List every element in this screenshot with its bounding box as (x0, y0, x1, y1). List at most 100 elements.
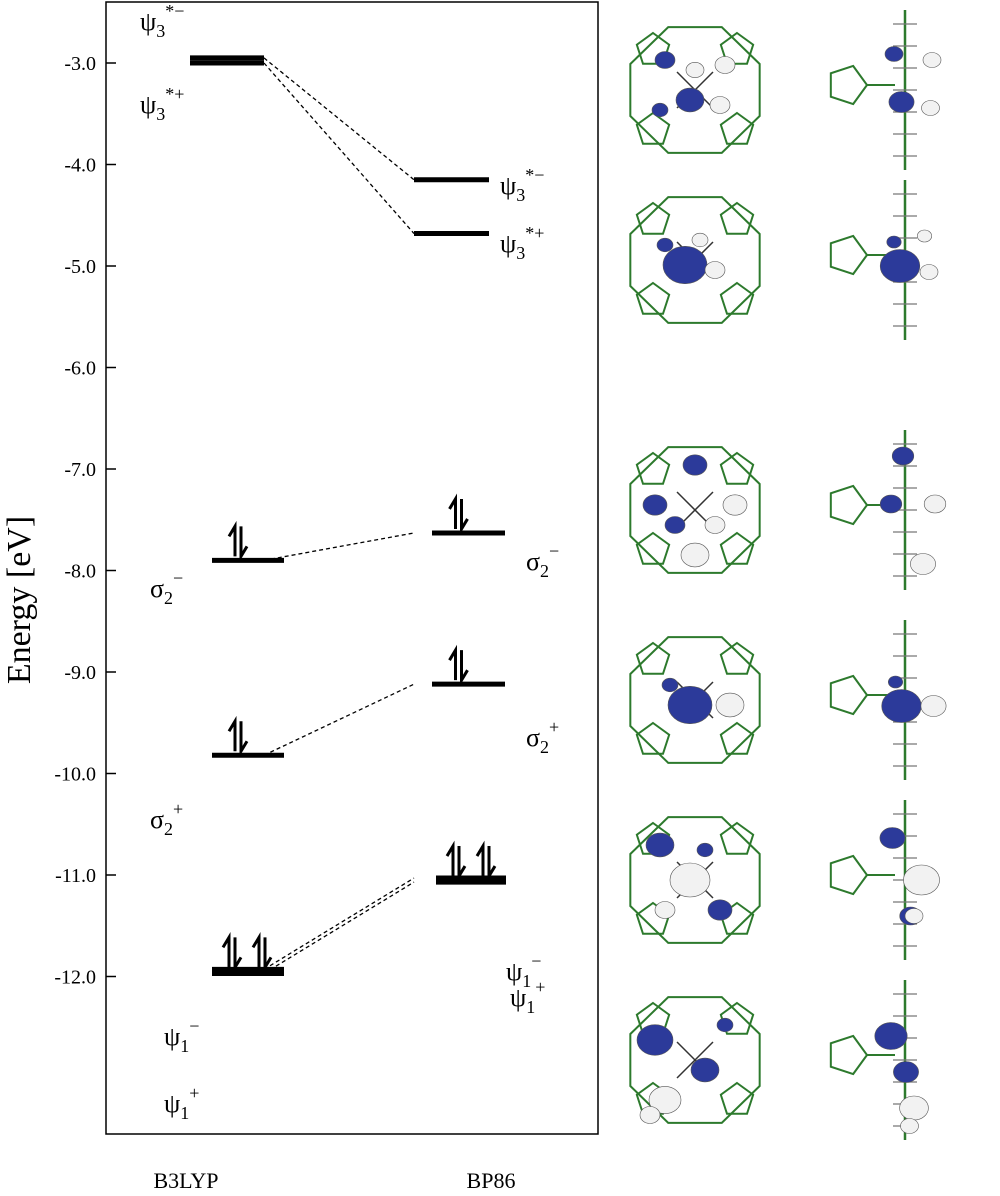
imidazole-ring (829, 484, 869, 526)
orbital-top-view (629, 816, 761, 944)
orbital-image-row-1 (629, 10, 942, 170)
orbital-image-row-5 (629, 800, 940, 960)
orbital-superscript: + (535, 977, 545, 997)
electron-arrows (221, 493, 497, 973)
pyrrole-ring (719, 31, 755, 65)
orbital-pictures (629, 10, 947, 1140)
correlation-lines (263, 57, 415, 975)
spin-up-arrow (475, 840, 485, 877)
pyrrole-ring (719, 201, 755, 235)
orbital-lobe (691, 232, 709, 248)
macrocycle-ring (629, 816, 761, 944)
orbital-lobe (893, 1061, 919, 1083)
orbital-lobe (920, 695, 947, 717)
orbital-label-bp86-sigma2-minus: σ2− (526, 541, 559, 581)
y-tick-label: -12.0 (54, 967, 96, 989)
pyrrole-ring (719, 721, 755, 755)
orbital-lobe (715, 692, 745, 718)
orbital-superscript: *− (525, 165, 544, 185)
y-tick-label: -6.0 (64, 358, 96, 380)
pyrrole-ring (635, 641, 671, 675)
orbital-labels: ψ3*−ψ3*+σ2−σ2+ψ1−ψ1+ψ3*−ψ3*+σ2−σ2+ψ1−ψ1+ (140, 1, 559, 1123)
imidazole-ring (829, 674, 869, 716)
orbital-lobe (680, 542, 710, 568)
orbital-lobe (654, 51, 676, 69)
orbital-lobe (923, 494, 947, 514)
orbital-label-b3lyp-psi3-minus: ψ3*− (140, 1, 184, 41)
correlation-line-psi3-minus (263, 57, 415, 181)
y-tick-label: -4.0 (64, 155, 96, 177)
orbital-lobe (899, 1095, 929, 1121)
orbital-label-b3lyp-psi1-minus: ψ1− (164, 1016, 199, 1056)
orbital-lobe (887, 675, 903, 689)
orbital-lobe (709, 96, 731, 114)
orbital-lobe (707, 899, 733, 921)
imidazole-ring (829, 234, 869, 276)
electron-pair-bp86-sigma2-plus (448, 644, 469, 686)
orbital-label-b3lyp-psi1-plus: ψ1+ (164, 1083, 199, 1123)
bond (676, 1041, 714, 1079)
y-tick-label: -3.0 (64, 53, 96, 75)
correlation-line-psi1-plus (263, 881, 415, 975)
orbital-label-bp86-psi3-plus: ψ3*+ (500, 223, 544, 263)
orbital-superscript: + (173, 799, 183, 819)
pyrrole-ring (719, 111, 755, 145)
orbital-label-b3lyp-psi3-plus: ψ3*+ (140, 84, 184, 124)
pyrrole-ring (719, 1081, 755, 1115)
orbital-image-row-4 (629, 620, 947, 780)
spin-down-arrow (457, 846, 467, 882)
plot-frame (105, 1, 599, 1135)
pyrrole-ring (719, 451, 755, 485)
orbital-lobe (654, 901, 676, 919)
macrocycle-ring (629, 446, 761, 574)
y-tick-label: -10.0 (54, 764, 96, 786)
electron-pair-b3lyp-psi1-b (251, 931, 273, 973)
orbital-lobe (656, 237, 674, 253)
orbital-lobe (886, 235, 902, 249)
orbital-lobe (645, 832, 675, 858)
orbital-top-view (629, 446, 761, 574)
spin-down-arrow (487, 846, 497, 882)
orbital-subscript: 1 (522, 971, 531, 991)
orbital-subscript: 3 (156, 21, 165, 41)
orbital-side-view (829, 180, 939, 340)
orbital-lobe (704, 261, 726, 279)
orbital-side-view (829, 620, 947, 780)
orbital-lobe (714, 56, 736, 74)
pyrrole-ring (635, 281, 671, 315)
orbital-lobe (675, 87, 705, 113)
method-label-b3lyp: B3LYP (153, 1168, 218, 1193)
pyrrole-ring (719, 821, 755, 855)
orbital-superscript: *+ (165, 84, 184, 104)
orbital-image-row-3 (629, 430, 947, 590)
imidazole-ring (829, 1034, 869, 1076)
electron-pair-bp86-sigma2-minus (448, 493, 469, 535)
spin-up-arrow (448, 493, 457, 529)
orbital-lobe (661, 677, 679, 693)
electron-pair-bp86-psi1-a (445, 840, 467, 882)
pyrrole-ring (635, 31, 671, 65)
orbital-subscript: 1 (180, 1103, 189, 1123)
y-tick-label: -5.0 (64, 256, 96, 278)
orbital-lobe (884, 46, 904, 62)
orbital-lobe (919, 264, 939, 280)
orbital-subscript: 3 (516, 185, 525, 205)
orbital-subscript: 3 (516, 243, 525, 263)
spin-up-arrow (227, 715, 237, 752)
orbital-side-view (829, 430, 947, 590)
orbital-lobe (921, 100, 940, 116)
orbital-lobe (900, 1118, 919, 1134)
spin-up-arrow (448, 644, 457, 681)
correlation-line-sigma2-plus (263, 683, 415, 756)
orbital-superscript: − (189, 1016, 199, 1036)
orbital-lobe (879, 827, 906, 849)
y-tick-label: -8.0 (64, 561, 96, 583)
spin-down-arrow (460, 650, 469, 686)
macrocycle-ring (629, 996, 761, 1124)
orbital-subscript: 2 (540, 737, 549, 757)
macrocycle-ring (629, 26, 761, 154)
orbital-lobe (704, 516, 726, 534)
orbital-label-b3lyp-sigma2-minus: σ2− (150, 568, 183, 608)
orbital-lobe (888, 91, 915, 113)
spin-down-arrow (460, 498, 469, 535)
